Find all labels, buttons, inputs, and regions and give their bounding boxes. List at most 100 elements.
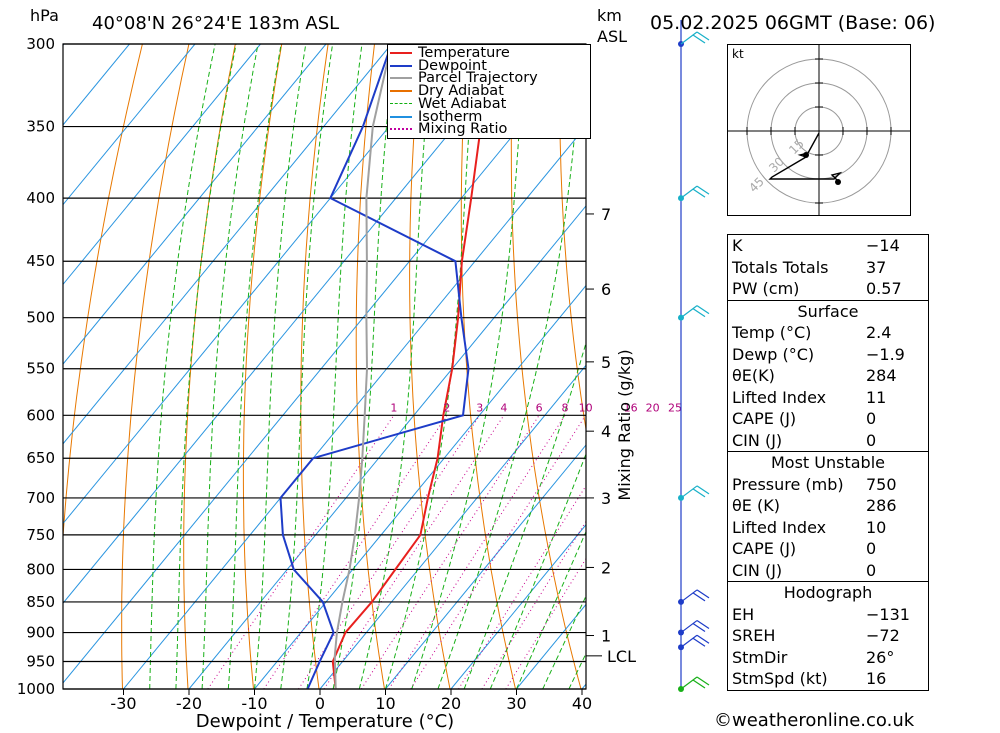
wet-adiabat [542, 594, 586, 689]
wind-barb-flag [696, 185, 710, 195]
index-label: Pressure (mb) [732, 474, 844, 494]
legend-entry: Wet Adiabat [390, 97, 506, 111]
index-value: 0 [866, 539, 877, 558]
index-value: 0.57 [866, 279, 902, 298]
datetime-title: 05.02.2025 06GMT (Base: 06) [650, 12, 936, 34]
wet-adiabat [332, 44, 396, 689]
wind-barb-flag [692, 637, 706, 647]
pressure-tick-label: 300 [26, 35, 55, 53]
mixing-ratio-label: 16 [624, 401, 638, 414]
isotherm [254, 284, 586, 689]
wind-barb-flag [696, 634, 710, 644]
isotherm [63, 44, 523, 604]
surface-title: Surface [728, 299, 928, 323]
pressure-tick-label: 750 [26, 526, 55, 544]
plot-frame [62, 43, 587, 690]
index-value: 286 [866, 496, 897, 515]
legend-swatch [390, 77, 412, 80]
isotherm [123, 125, 586, 689]
index-row: Temp (°C) 2.4 [728, 322, 928, 344]
surface-wind-marker [835, 179, 841, 185]
isotherm [319, 364, 586, 689]
pressure-tick-label: 800 [26, 560, 55, 578]
index-row: K −14 [728, 235, 928, 257]
mixing-ratio-axis-label: Mixing Ratio (g/kg) [615, 349, 634, 500]
mixing-ratio-line [298, 415, 481, 689]
legend-swatch [390, 128, 412, 131]
isotherm [63, 44, 392, 445]
hodograph-ring-label: 30 [766, 154, 787, 175]
dry-adiabat [355, 44, 385, 689]
mixing-ratio-line [505, 557, 586, 689]
index-value: 0 [866, 409, 877, 428]
index-label: Totals Totals [732, 257, 829, 277]
mixing-ratio-label: 20 [646, 401, 660, 414]
wet-adiabat [201, 44, 259, 689]
wet-adiabat [227, 44, 282, 689]
index-row: Lifted Index 10 [728, 517, 928, 539]
dry-adiabat [460, 44, 516, 689]
isotherm [188, 205, 586, 689]
index-label: Temp (°C) [732, 323, 812, 342]
index-row: StmDir 26° [728, 647, 928, 669]
hodograph-panel: kt 15 30 45 [727, 44, 911, 216]
wind-barb-flag [696, 485, 710, 495]
index-row: CAPE (J) 0 [728, 538, 928, 560]
x-tick-label: 30 [506, 694, 526, 713]
mixing-ratio-line [263, 415, 448, 689]
km-label: km [597, 6, 622, 25]
index-row: Pressure (mb) 750 [728, 474, 928, 496]
isotherm [63, 44, 130, 126]
legend-label: Parcel Trajectory [418, 70, 538, 87]
storm-motion-marker [803, 152, 809, 158]
index-row: CIN (J) 0 [728, 560, 928, 582]
km-tick-label: 4 [601, 422, 611, 441]
km-tick-label: 3 [601, 489, 611, 508]
wet-adiabat [385, 44, 476, 689]
index-row: EH −131 [728, 604, 928, 626]
index-label: CAPE (J) [732, 539, 797, 558]
mixing-ratio-label: 4 [500, 401, 507, 414]
index-label: Lifted Index [732, 387, 827, 407]
index-label: Dewp (°C) [732, 344, 815, 364]
wind-barb [680, 589, 698, 603]
wind-barb-flag [692, 188, 706, 198]
mixing-ratio-label: 8 [562, 401, 569, 414]
wet-adiabat [516, 530, 586, 689]
x-tick-label: 10 [375, 694, 395, 713]
isotherm [63, 45, 586, 684]
isotherm [63, 44, 261, 286]
index-label: EH [732, 604, 755, 624]
hodograph-title: Hodograph [728, 581, 928, 604]
index-label: PW (cm) [732, 279, 800, 298]
wind-barb-flag [696, 676, 710, 686]
wet-adiabat [149, 44, 216, 689]
legend-swatch [390, 103, 412, 105]
wind-barb-flag [696, 620, 710, 630]
wet-adiabat [175, 44, 237, 689]
legend-entry: Parcel Trajectory [390, 70, 538, 87]
dry-adiabat [242, 44, 283, 689]
index-label: CIN (J) [732, 560, 783, 580]
index-label: SREH [732, 626, 776, 645]
dry-adiabat [932, 44, 1000, 689]
wet-adiabat [411, 44, 526, 689]
wet-adiabat [254, 44, 307, 689]
index-row: θE (K) 286 [728, 495, 928, 517]
mixing-ratio-label: 10 [579, 401, 593, 414]
dry-adiabat [510, 44, 582, 689]
index-label: Lifted Index [732, 517, 827, 537]
x-tick-label: -20 [176, 694, 202, 713]
wind-barb-flag [692, 592, 706, 602]
legend-entry: Temperature [390, 46, 510, 60]
index-value: 37 [866, 257, 887, 277]
hodograph-plot: kt 15 30 45 [728, 45, 910, 215]
mixing-ratio-label: 1 [390, 401, 397, 414]
location-title: 40°08'N 26°24'E 183m ASL [92, 13, 340, 34]
wind-barb-flag [692, 488, 706, 498]
index-value: 16 [866, 669, 887, 688]
pressure-tick-label: 600 [26, 406, 55, 424]
index-label: K [732, 236, 743, 255]
wind-barb [680, 485, 698, 499]
km-tick-label: 6 [601, 280, 611, 299]
